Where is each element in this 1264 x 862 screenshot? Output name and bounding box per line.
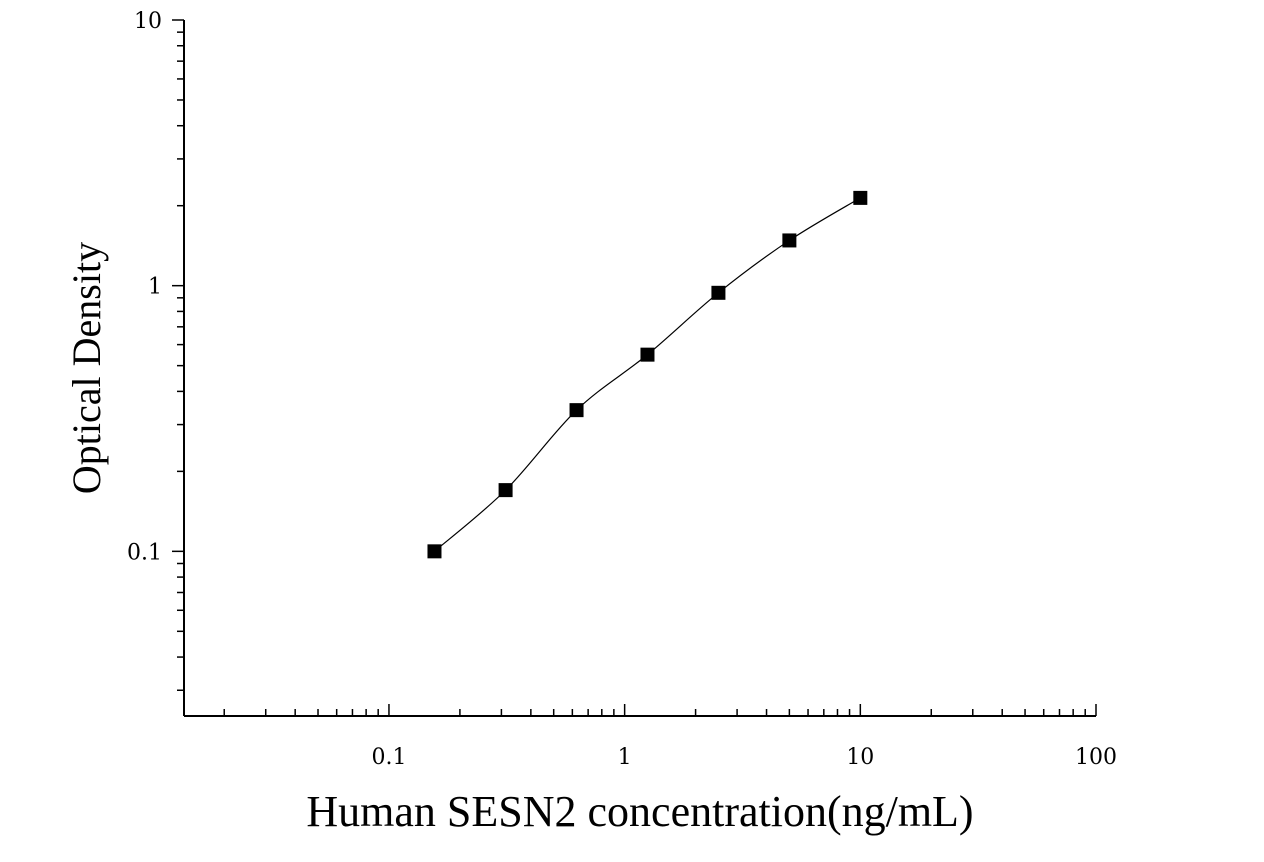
y-tick-label: 0.1 (127, 540, 162, 565)
x-tick-label: 1 (618, 745, 632, 770)
fit-curve (434, 197, 861, 552)
y-tick-label: 1 (148, 275, 162, 300)
data-point (782, 233, 797, 248)
data-point (711, 285, 726, 300)
y-tick-label: 10 (134, 9, 162, 34)
data-point (498, 483, 513, 498)
y-ticks (172, 19, 184, 692)
data-point (569, 403, 584, 418)
x-tick-label: 0.1 (371, 745, 406, 770)
x-tick-labels: 0.1 1 10 100 (371, 745, 1117, 770)
axes (183, 20, 1096, 717)
x-ticks (223, 704, 1097, 716)
data-point (427, 544, 442, 559)
x-tick-label: 10 (846, 745, 874, 770)
x-tick-label: 100 (1075, 745, 1117, 770)
y-tick-labels: 0.1 1 10 (127, 9, 162, 565)
data-point (640, 347, 655, 362)
data-points (427, 190, 868, 559)
data-point (853, 190, 868, 205)
x-axis-title: Human SESN2 concentration(ng/mL) (306, 787, 973, 836)
y-axis-title: Optical Density (64, 242, 109, 494)
